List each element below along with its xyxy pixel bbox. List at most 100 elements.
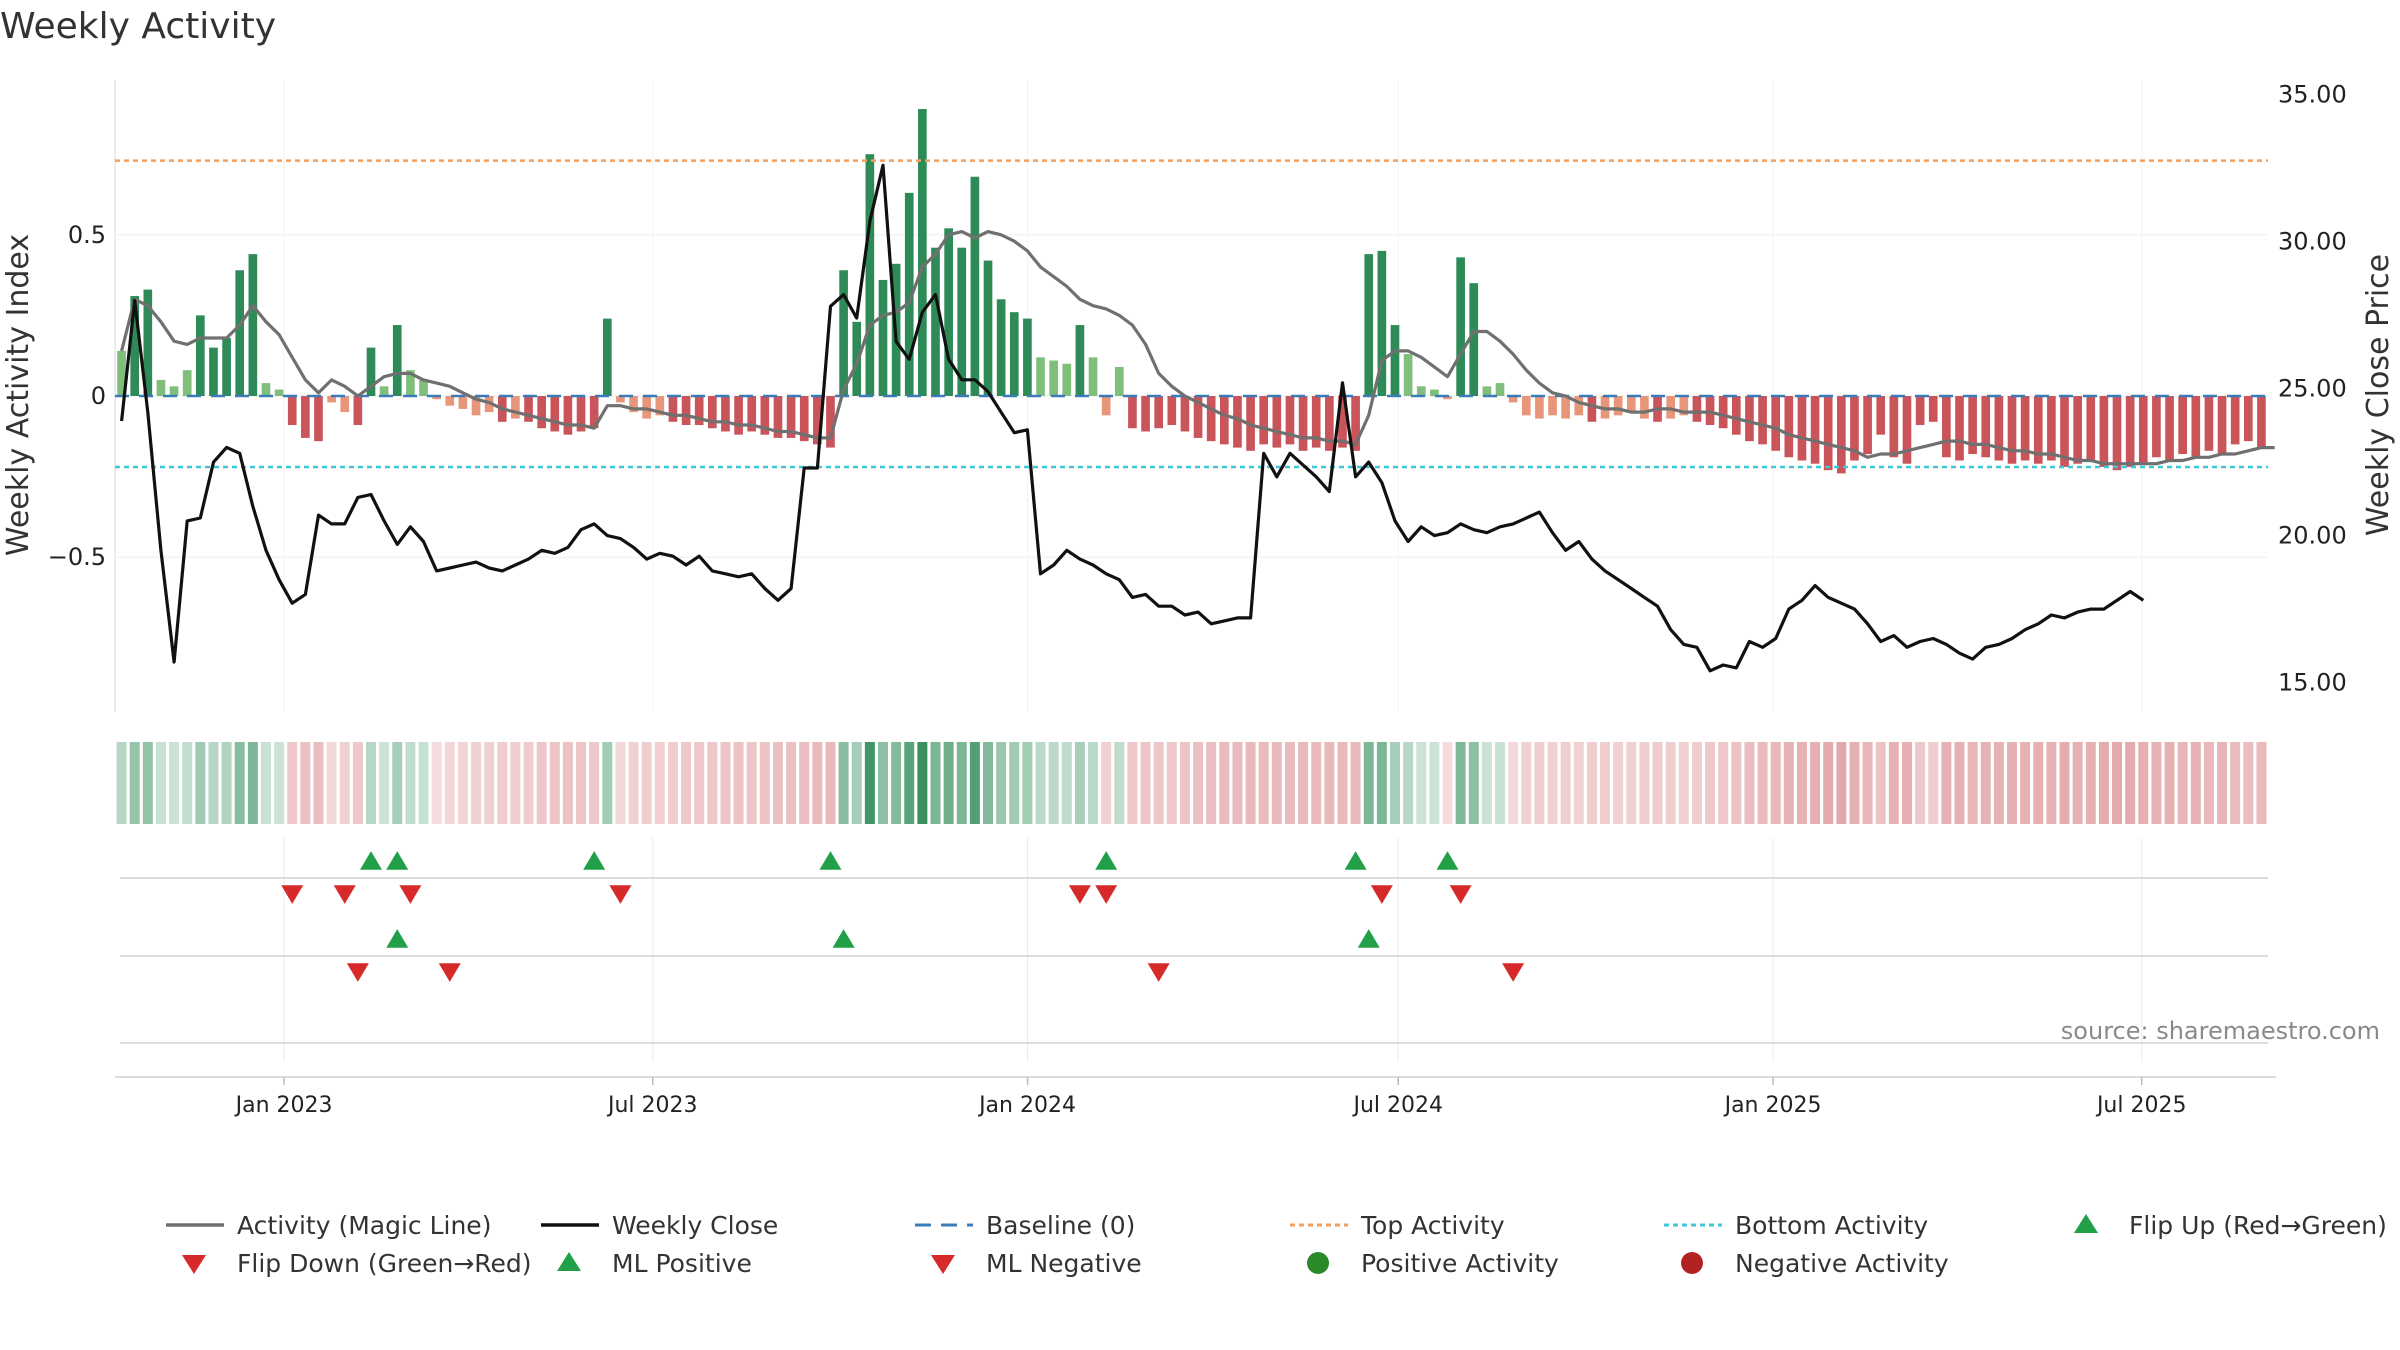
signal-markers xyxy=(281,851,1525,982)
activity-bar xyxy=(1272,396,1282,448)
activity-strip-cell xyxy=(943,742,954,824)
activity-strip-cell xyxy=(208,742,219,824)
activity-bar xyxy=(432,396,441,400)
activity-strip-cell xyxy=(1403,742,1414,824)
activity-bar xyxy=(931,247,940,396)
activity-strip-cell xyxy=(838,742,849,824)
flip-up-marker xyxy=(1436,851,1459,870)
activity-strip-cell xyxy=(1140,742,1151,824)
activity-strip-cell xyxy=(2177,742,2188,824)
activity-bar xyxy=(1285,396,1295,445)
activity-strip-cell xyxy=(720,742,731,824)
activity-strip-cell xyxy=(418,742,429,824)
activity-bar xyxy=(406,370,415,396)
legend-item: Weekly Close xyxy=(541,1211,778,1240)
activity-strip-cell xyxy=(1980,742,1991,824)
activity-bar xyxy=(1679,396,1689,416)
activity-strip-cell xyxy=(1009,742,1020,824)
activity-bar xyxy=(1023,318,1032,396)
activity-bar xyxy=(1968,396,1977,455)
activity-bar xyxy=(156,379,166,396)
activity-strip-cell xyxy=(182,742,193,824)
activity-strip-cell xyxy=(615,742,626,824)
legend-item: Top Activity xyxy=(1290,1211,1505,1240)
flip-down-marker xyxy=(1068,885,1091,904)
ml-positive-marker xyxy=(1357,929,1380,948)
activity-bar xyxy=(1036,357,1045,396)
activity-strip-cell xyxy=(1495,742,1505,824)
flip-down-marker xyxy=(1449,885,1472,904)
legend-label: Activity (Magic Line) xyxy=(237,1211,491,1240)
activity-bar xyxy=(813,396,822,445)
activity-bar xyxy=(1994,396,2004,461)
activity-bar xyxy=(589,396,599,429)
activity-bar xyxy=(1823,396,1833,471)
activity-bar xyxy=(839,270,848,396)
activity-strip-cell xyxy=(1337,742,1348,824)
activity-bar xyxy=(1915,396,1925,426)
activity-bar xyxy=(2178,396,2187,455)
activity-bar xyxy=(340,396,350,413)
activity-strip-cell xyxy=(1757,742,1768,824)
activity-bar xyxy=(2152,396,2161,458)
activity-bar xyxy=(1942,396,1951,458)
activity-bar xyxy=(576,396,586,432)
activity-bar xyxy=(287,396,297,426)
activity-strip-cell xyxy=(1193,742,1204,824)
activity-strip-cell xyxy=(2059,742,2070,824)
legend-label: ML Positive xyxy=(612,1249,752,1278)
activity-strip-cell xyxy=(260,742,271,824)
activity-strip-cell xyxy=(1705,742,1716,824)
activity-strip-cell xyxy=(366,742,376,824)
activity-bar xyxy=(2112,396,2122,471)
activity-bar xyxy=(366,347,376,396)
flip-up-marker xyxy=(386,851,409,870)
y-right-tick-label: 15.00 xyxy=(2278,669,2347,697)
activity-bar xyxy=(274,389,284,396)
activity-bar xyxy=(2020,396,2030,461)
activity-strip-cell xyxy=(1088,742,1099,824)
activity-bar xyxy=(1889,396,1899,458)
activity-strip-cell xyxy=(2138,742,2149,824)
activity-strip-cell xyxy=(287,742,298,824)
activity-bar xyxy=(878,279,888,396)
activity-strip-cell xyxy=(1350,742,1361,824)
y-right-tick-label: 30.00 xyxy=(2278,228,2347,256)
activity-strip-cell xyxy=(1166,742,1177,824)
activity-strip-cell xyxy=(1744,742,1755,824)
activity-bar xyxy=(2204,396,2214,451)
activity-bar xyxy=(1154,396,1164,429)
x-tick-label: Jul 2024 xyxy=(1351,1093,1443,1118)
activity-strip-cell xyxy=(799,742,810,824)
activity-bar xyxy=(1640,396,1649,419)
activity-strip-cell xyxy=(2151,742,2162,824)
activity-bar xyxy=(130,296,140,396)
legend-item: Negative Activity xyxy=(1681,1249,1949,1278)
activity-strip-cell xyxy=(1600,742,1611,824)
activity-bar xyxy=(1009,312,1019,396)
activity-strip-cell xyxy=(878,742,888,824)
activity-bar xyxy=(918,109,927,396)
activity-bar xyxy=(1338,396,1347,448)
activity-bar xyxy=(1193,396,1203,438)
activity-bar xyxy=(1745,396,1754,442)
legend-item: Flip Up (Red→Green) xyxy=(2074,1211,2387,1240)
y-right-tick-label: 25.00 xyxy=(2278,375,2347,403)
activity-bar xyxy=(1928,396,1938,422)
activity-strip-cell xyxy=(1639,742,1650,824)
activity-strip-cell xyxy=(142,742,153,824)
legend-label: Weekly Close xyxy=(612,1211,778,1240)
activity-bar xyxy=(169,386,179,396)
activity-bar xyxy=(1180,396,1190,432)
activity-strip-cell xyxy=(996,742,1007,824)
activity-strip-cell xyxy=(234,742,245,824)
legend-label: Negative Activity xyxy=(1735,1249,1949,1278)
activity-bar xyxy=(2060,396,2069,467)
activity-bar xyxy=(209,347,218,396)
activity-strip-cell xyxy=(2125,742,2136,824)
activity-strip-cell xyxy=(1718,742,1729,824)
y-right-tick-label: 35.00 xyxy=(2278,81,2347,109)
legend-swatch xyxy=(557,1252,581,1271)
